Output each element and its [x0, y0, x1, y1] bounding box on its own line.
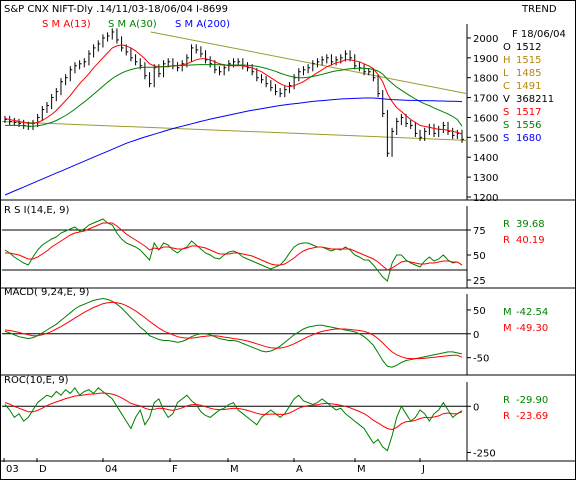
y-tick-label: -250 [473, 448, 496, 459]
y-tick-label: 50 [473, 251, 486, 262]
x-tick-label: A [296, 464, 303, 475]
trend-channel-line [1, 120, 468, 141]
readout-label: M [503, 307, 512, 318]
readout-value: 1517 [516, 107, 541, 118]
readout-value: 1485 [516, 68, 541, 79]
series-rsi-1 [5, 222, 463, 271]
y-tick-label: 1200 [473, 193, 498, 204]
series-macd-0 [4, 297, 463, 368]
readout-value: 1680 [516, 133, 541, 144]
readout-value: 1556 [516, 120, 541, 131]
y-tick-label: -50 [473, 354, 489, 365]
series-line [4, 44, 463, 135]
chart-panels: 2000 1900 1800 1700 1600 1500 1400 1300 1200 75 50… [0, 24, 576, 462]
readout-value: 1491 [516, 81, 541, 92]
legend-sma30: S M A(30) [108, 19, 157, 30]
panel-macd: 50 0 -50 [0, 294, 576, 376]
x-tick-label: M [357, 464, 366, 475]
y-tick-label: 1300 [473, 173, 498, 184]
readout-value: -23.69 [516, 411, 548, 422]
series-line [4, 386, 463, 452]
series-line [4, 301, 463, 360]
legend-sma13: S M A(13) [42, 19, 91, 30]
readout-label: V [503, 94, 510, 105]
readout-value: -42.54 [516, 307, 548, 318]
x-axis: 03 D 04 F M A M J [3, 458, 425, 475]
readout-label: S [503, 120, 509, 131]
series-roc-0 [4, 386, 463, 452]
series-line [5, 64, 463, 127]
date-label: F 18/06/04 [512, 29, 566, 40]
x-tick-label: D [39, 464, 47, 475]
y-tick-label: 75 [473, 226, 486, 237]
y-tick-label: 2000 [473, 34, 498, 45]
readout-label: L [503, 68, 509, 79]
y-tick-label: 0 [473, 402, 479, 413]
y-tick-label: 1900 [473, 54, 498, 65]
readout-value: 1515 [516, 55, 541, 66]
readout-value: 40.19 [516, 235, 545, 246]
x-tick-label: M [230, 464, 239, 475]
readout-label: C [503, 81, 510, 92]
series-line [4, 392, 463, 431]
series-macd-1 [4, 301, 463, 360]
readout-value: -29.90 [516, 395, 548, 406]
readout-label: R [503, 235, 510, 246]
readout-label: S [503, 107, 509, 118]
y-tick-label: 1400 [473, 153, 498, 164]
chart-title: S&P CNX NIFT-Dly .14/11/03-18/06/04 I-86… [4, 4, 228, 15]
x-tick-label: 03 [6, 464, 19, 475]
series-line [4, 97, 463, 196]
readout-label: R [503, 411, 510, 422]
macd-title: MACD( 9,24,E, 9) [4, 287, 90, 298]
series-line [4, 297, 463, 368]
legend-sma200: S M A(200) [175, 19, 230, 30]
readout-value: 1512 [516, 42, 541, 53]
trend-channel-line [150, 31, 468, 95]
trend-label: TREND [521, 4, 557, 15]
x-tick-label: 04 [105, 464, 118, 475]
readout-value: -49.30 [516, 323, 548, 334]
y-tick-label: 25 [473, 276, 486, 287]
readout-value: 39.68 [516, 219, 545, 230]
panel-roc: 0 -250 [0, 382, 576, 462]
series-price-3 [4, 97, 463, 196]
y-tick-label: 1800 [473, 74, 498, 85]
panel-price: 2000 1900 1800 1700 1600 1500 1400 1300 1200 [0, 24, 576, 204]
readout-label: R [503, 219, 510, 230]
panel-rsi: 75 50 25 [0, 206, 576, 289]
readout-value: 368211 [516, 94, 554, 105]
roc-title: ROC(10,E, 9) [4, 375, 69, 386]
x-tick-label: F [172, 464, 178, 475]
series-price-2 [5, 64, 463, 127]
y-tick-label: 1700 [473, 94, 498, 105]
series-price-1 [4, 44, 463, 135]
readout-label: S [503, 133, 509, 144]
series-line [4, 218, 463, 282]
y-tick-label: 1500 [473, 133, 498, 144]
readout-label: H [503, 55, 511, 66]
series-roc-1 [4, 392, 463, 431]
readout-label: R [503, 395, 510, 406]
readout-label: M [503, 323, 512, 334]
series-rsi-0 [4, 218, 463, 282]
rsi-title: R S I(14,E, 9) [4, 205, 69, 216]
readout-label: O [503, 42, 511, 53]
y-tick-label: 50 [473, 306, 486, 317]
series-line [5, 222, 463, 271]
readout-column: H 1515 L 1485 C 1491 V 368211 S 1517 S 1556 S 1680 O 15… [503, 42, 554, 422]
y-tick-label: 0 [473, 330, 479, 341]
y-tick-label: 1600 [473, 113, 498, 124]
x-tick-label: J [421, 464, 425, 475]
